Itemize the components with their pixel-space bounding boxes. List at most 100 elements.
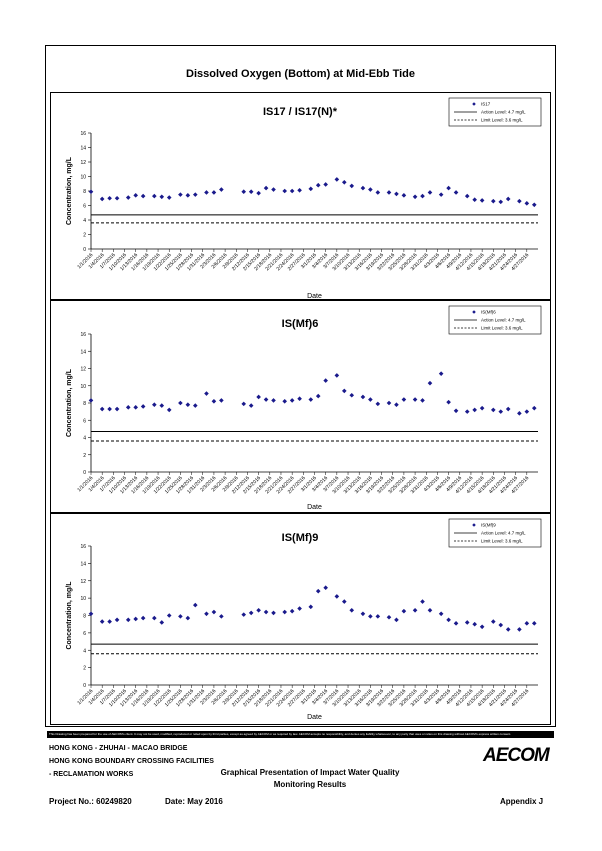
data-point [479, 405, 485, 411]
data-point [133, 193, 138, 198]
data-point [289, 608, 295, 614]
data-point [133, 616, 138, 622]
project-number: Project No.: 60249820 [49, 797, 132, 806]
project-line-2: HONG KONG BOUNDARY CROSSING FACILITIES [49, 758, 214, 765]
data-point [401, 608, 407, 614]
data-point [491, 407, 496, 413]
data-point [375, 614, 381, 619]
data-point [178, 400, 183, 406]
legend-marker [472, 310, 476, 314]
data-point [271, 398, 276, 403]
legend-series-label: IS17 [481, 102, 491, 107]
data-point [308, 186, 314, 192]
y-tick-label: 2 [83, 233, 86, 239]
y-axis-label: Concentration, mg/L [66, 368, 73, 437]
data-point [505, 627, 511, 632]
data-point [360, 185, 366, 191]
data-point [193, 403, 198, 408]
data-point [401, 397, 407, 402]
data-point [349, 392, 355, 398]
data-point [479, 624, 485, 630]
data-point [349, 607, 355, 613]
report-title-line-2: Monitoring Results [273, 780, 347, 789]
drawing-frame [45, 45, 556, 727]
y-tick-label: 14 [80, 146, 86, 152]
data-point [412, 194, 418, 200]
data-point [464, 193, 470, 199]
y-tick-label: 4 [83, 648, 86, 654]
data-point [531, 202, 537, 208]
data-point [140, 404, 146, 409]
legend-marker [472, 102, 476, 106]
data-point [88, 189, 94, 195]
data-point [427, 190, 433, 195]
y-tick-label: 2 [83, 453, 86, 459]
data-point [308, 604, 314, 610]
data-point [394, 617, 399, 623]
y-tick-label: 12 [80, 160, 86, 166]
data-point [204, 190, 209, 195]
data-point [271, 610, 276, 616]
data-point [289, 188, 295, 194]
legend-limit-label: Limit Level: 3.6 mg/L [481, 326, 523, 331]
data-point [315, 588, 321, 594]
legend-series-label: IS(Mf)6 [481, 310, 496, 315]
data-point [349, 183, 355, 189]
data-point [248, 189, 254, 195]
data-point [159, 194, 165, 200]
data-point [185, 193, 191, 198]
data-point [334, 373, 340, 378]
data-point [360, 394, 366, 400]
data-point [412, 607, 418, 613]
chart-is17: IS17 / IS17(N)* 0 2 4 6 8 10 12 14 16 Concentratio… [66, 97, 542, 299]
data-point [263, 185, 269, 191]
y-axis-label: Concentration, mg/L [66, 156, 73, 225]
data-point [524, 409, 530, 414]
data-point [524, 201, 530, 206]
data-point [368, 614, 373, 619]
y-tick-label: 6 [83, 418, 86, 424]
data-point [204, 611, 209, 617]
data-point [438, 611, 444, 617]
data-point [491, 198, 496, 204]
data-point [394, 191, 399, 197]
data-point [211, 609, 217, 615]
data-point [464, 409, 470, 414]
y-tick-label: 16 [80, 332, 86, 338]
y-tick-label: 16 [80, 544, 86, 550]
data-point [342, 180, 347, 185]
data-point [420, 599, 425, 604]
data-point [334, 594, 340, 599]
data-point [211, 398, 217, 404]
data-point [420, 193, 425, 199]
data-point [219, 187, 224, 192]
data-point [133, 405, 138, 410]
data-point [427, 607, 433, 613]
legend-action-label: Action Level: 4.7 mg/L [481, 110, 526, 115]
data-point [531, 621, 537, 626]
data-point [453, 190, 459, 195]
y-tick-label: 10 [80, 384, 86, 390]
y-tick-label: 8 [83, 189, 86, 195]
x-axis-label: Date [307, 293, 322, 299]
data-point [219, 614, 224, 619]
project-line-1: HONG KONG - ZHUHAI - MACAO BRIDGE [49, 745, 188, 752]
report-date: Date: May 2016 [165, 797, 223, 806]
data-point [386, 400, 392, 406]
data-point [479, 198, 485, 203]
data-point [185, 615, 191, 621]
data-point [315, 393, 321, 399]
data-point [211, 190, 217, 195]
data-point [159, 403, 165, 408]
data-point [297, 396, 302, 401]
data-point [505, 196, 511, 202]
data-point [386, 614, 392, 620]
data-point [107, 195, 112, 201]
data-point [282, 188, 287, 194]
data-point [107, 406, 112, 412]
y-tick-label: 6 [83, 204, 86, 210]
data-point [498, 622, 504, 628]
chart-panel-2: IS(Mf)6 0 2 4 6 8 10 12 14 16 Concentration, mg/L 1… [50, 300, 551, 513]
data-point [368, 397, 373, 402]
